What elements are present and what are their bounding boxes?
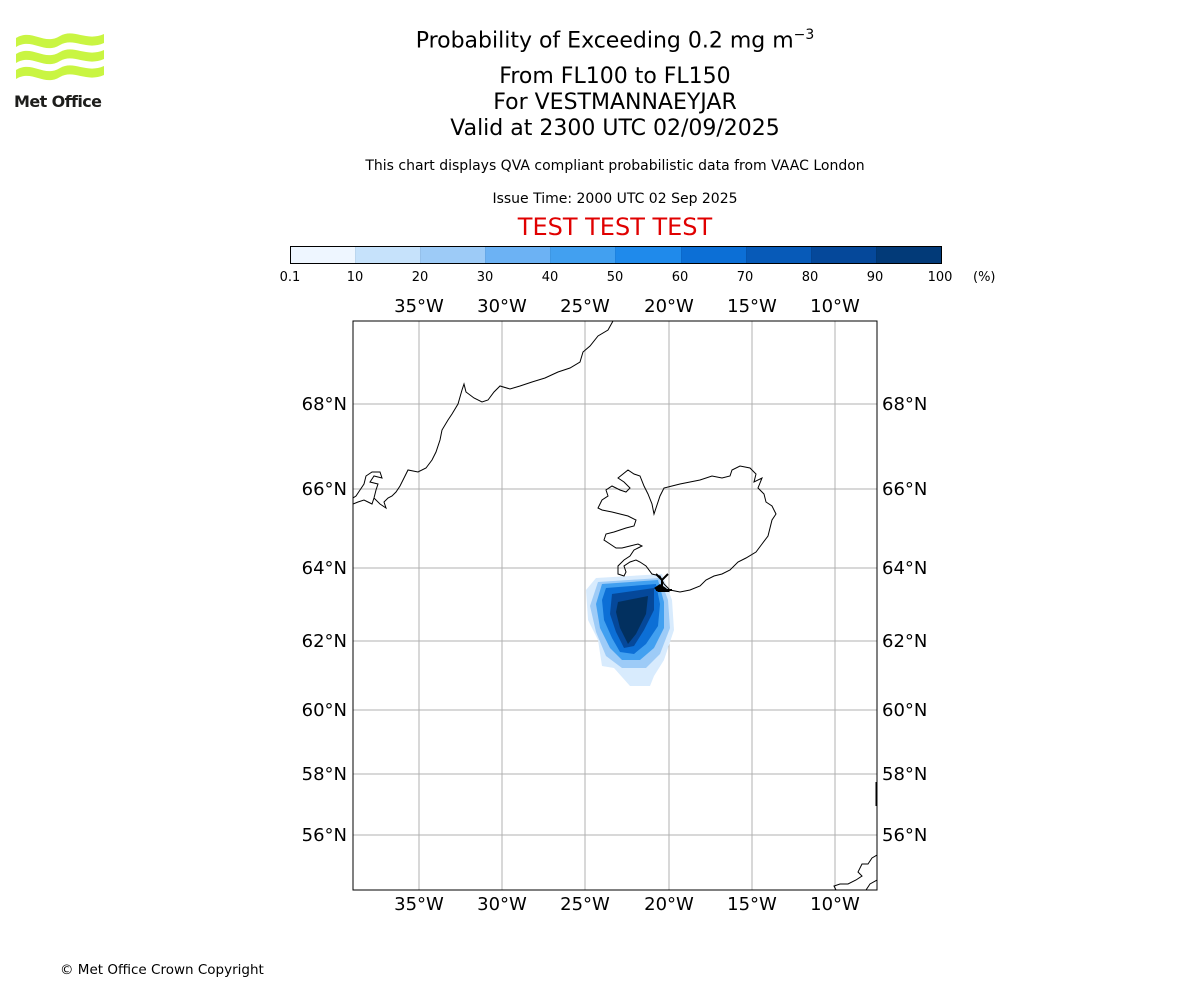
ash-probability-plume	[586, 574, 674, 686]
colorbar-segment	[291, 247, 356, 263]
longitude-label-bottom: 10°W	[810, 894, 860, 915]
longitude-label-top: 25°W	[560, 296, 610, 317]
longitude-label-bottom: 30°W	[477, 894, 527, 915]
colorbar-tick-label: 30	[476, 270, 494, 285]
latitude-label-right: 58°N	[882, 764, 927, 785]
colorbar-tick-label: 0.1	[279, 270, 301, 285]
longitude-label-top: 20°W	[644, 296, 694, 317]
longitude-label-bottom: 20°W	[644, 894, 694, 915]
longitude-label-bottom: 35°W	[394, 894, 444, 915]
met-office-logo: Met Office	[14, 30, 114, 112]
chart-title: Probability of Exceeding 0.2 mg m−3	[415, 27, 815, 54]
colorbar-segment	[875, 247, 941, 263]
colorbar-tick-label: 100	[927, 270, 953, 285]
colorbar-segment	[485, 247, 551, 263]
colorbar-unit: (%)	[973, 270, 996, 285]
valid-time: Valid at 2300 UTC 02/09/2025	[450, 116, 780, 141]
latitude-label-right: 62°N	[882, 631, 927, 652]
latitude-label-left: 64°N	[302, 558, 347, 579]
colorbar-tick-label: 60	[671, 270, 689, 285]
latitude-label-left: 62°N	[302, 631, 347, 652]
longitude-label-top: 15°W	[727, 296, 777, 317]
colorbar-segment	[355, 247, 421, 263]
colorbar-tick-label: 70	[736, 270, 754, 285]
latitude-label-right: 68°N	[882, 394, 927, 415]
logo-text: Met Office	[14, 92, 102, 111]
latitude-label-left: 66°N	[302, 479, 347, 500]
colorbar-segment	[680, 247, 746, 263]
latitude-label-right: 60°N	[882, 700, 927, 721]
longitude-label-top: 10°W	[810, 296, 860, 317]
met-office-wave-icon	[16, 33, 104, 81]
latitude-label-right: 64°N	[882, 558, 927, 579]
colorbar-tick-label: 90	[866, 270, 884, 285]
level-range: From FL100 to FL150	[499, 64, 731, 89]
longitude-label-bottom: 25°W	[560, 894, 610, 915]
colorbar-tick-label: 20	[411, 270, 429, 285]
longitude-label-top: 35°W	[394, 296, 444, 317]
chart-description: This chart displays QVA compliant probab…	[365, 158, 865, 174]
location-title: For VESTMANNAEYJAR	[493, 90, 737, 115]
latitude-label-left: 56°N	[302, 825, 347, 846]
map-frame	[352, 320, 878, 891]
test-banner: TEST TEST TEST	[517, 213, 713, 241]
colorbar-segment	[420, 247, 486, 263]
greenland-coastline	[353, 321, 614, 510]
latitude-label-right: 56°N	[882, 825, 927, 846]
iceland-coastline	[597, 465, 777, 593]
probability-colorbar	[290, 246, 942, 264]
longitude-label-top: 30°W	[477, 296, 527, 317]
colorbar-segment	[745, 247, 811, 263]
issue-time: Issue Time: 2000 UTC 02 Sep 2025	[492, 191, 738, 207]
scotland-coastline	[833, 854, 877, 890]
colorbar-tick-label: 10	[346, 270, 364, 285]
colorbar-tick-label: 40	[541, 270, 559, 285]
colorbar-tick-label: 50	[606, 270, 624, 285]
longitude-label-bottom: 15°W	[727, 894, 777, 915]
latitude-label-left: 60°N	[302, 700, 347, 721]
volcano-marker-icon	[655, 573, 672, 591]
colorbar-tick-label: 80	[801, 270, 819, 285]
latitude-label-left: 68°N	[302, 394, 347, 415]
latitude-label-left: 58°N	[302, 764, 347, 785]
latitude-label-right: 66°N	[882, 479, 927, 500]
colorbar-segment	[810, 247, 876, 263]
colorbar-segment	[550, 247, 616, 263]
copyright-footer: © Met Office Crown Copyright	[60, 962, 264, 978]
colorbar-segment	[615, 247, 681, 263]
